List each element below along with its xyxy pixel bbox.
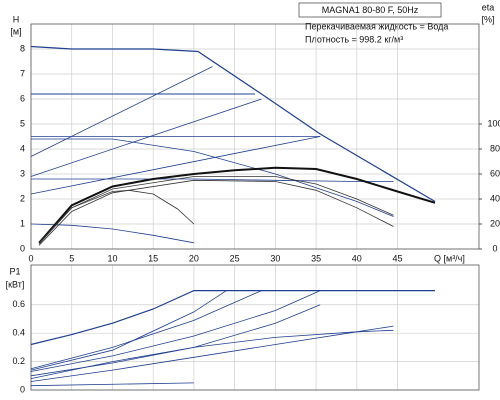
x-axis-label: Q [м³/ч] [434, 253, 465, 263]
y-tick-label: 0 [20, 243, 25, 253]
y2-tick-label: 40 [490, 193, 500, 203]
x-tick-label: 25 [230, 253, 240, 263]
curve [38, 176, 394, 245]
y2-tick-label: 100 [487, 118, 500, 128]
y2-tick-label: 0 [492, 243, 497, 253]
y-axis-label: H [13, 14, 20, 24]
y-tick-label: 2 [20, 193, 25, 203]
curve [30, 66, 213, 157]
curve [30, 290, 321, 372]
curve [30, 136, 321, 195]
y-tick-label: 6 [20, 93, 25, 103]
curve [38, 179, 394, 246]
x-tick-label: 40 [352, 253, 362, 263]
x-tick-label: 20 [189, 253, 199, 263]
chart-title: MAGNA1 80-80 F, 50Hz [322, 5, 419, 15]
y2-tick-label: 60 [490, 168, 500, 178]
x-tick-label: 30 [270, 253, 280, 263]
curve [30, 329, 394, 379]
annotation: Плотность = 998.2 кг/м³ [305, 34, 403, 44]
curve [30, 98, 262, 177]
x-tick-label: 15 [148, 253, 158, 263]
y-tick-label: 3 [20, 168, 25, 178]
curve [30, 45, 436, 203]
x-tick-label: 0 [28, 253, 33, 263]
plot-frame [30, 264, 480, 391]
curve [30, 223, 194, 244]
curve [30, 325, 394, 382]
curve [30, 290, 435, 346]
curve [38, 166, 436, 244]
curve [31, 138, 394, 217]
y-axis-unit: [кВт] [6, 279, 25, 289]
x-tick-label: 10 [107, 253, 117, 263]
y2-axis-unit: [%] [481, 14, 494, 24]
y-axis-unit: [м] [10, 26, 21, 36]
y-tick-label: 8 [20, 43, 25, 53]
y-tick-label: 4 [20, 143, 25, 153]
curve [38, 189, 195, 244]
curve [30, 290, 262, 370]
title-box [298, 2, 442, 18]
curve [30, 290, 227, 371]
y-tick-label: 0 [20, 384, 25, 394]
y-tick-label: 5 [20, 118, 25, 128]
y2-axis-label: eta [482, 2, 495, 12]
x-tick-label: 5 [69, 253, 74, 263]
annotation: Перекачиваемая жидкость = Вода [305, 21, 448, 31]
x-tick-label: 35 [311, 253, 321, 263]
y-tick-label: 1 [20, 218, 25, 228]
y2-tick-label: 20 [490, 218, 500, 228]
y2-tick-label: 80 [490, 143, 500, 153]
y-tick-label: 0.2 [12, 356, 25, 366]
y-axis-label: P1 [9, 266, 20, 276]
y-tick-label: 0.4 [12, 328, 25, 338]
curve [30, 382, 194, 387]
y-tick-label: 0.6 [12, 299, 25, 309]
x-tick-label: 45 [393, 253, 403, 263]
y-tick-label: 7 [20, 68, 25, 78]
